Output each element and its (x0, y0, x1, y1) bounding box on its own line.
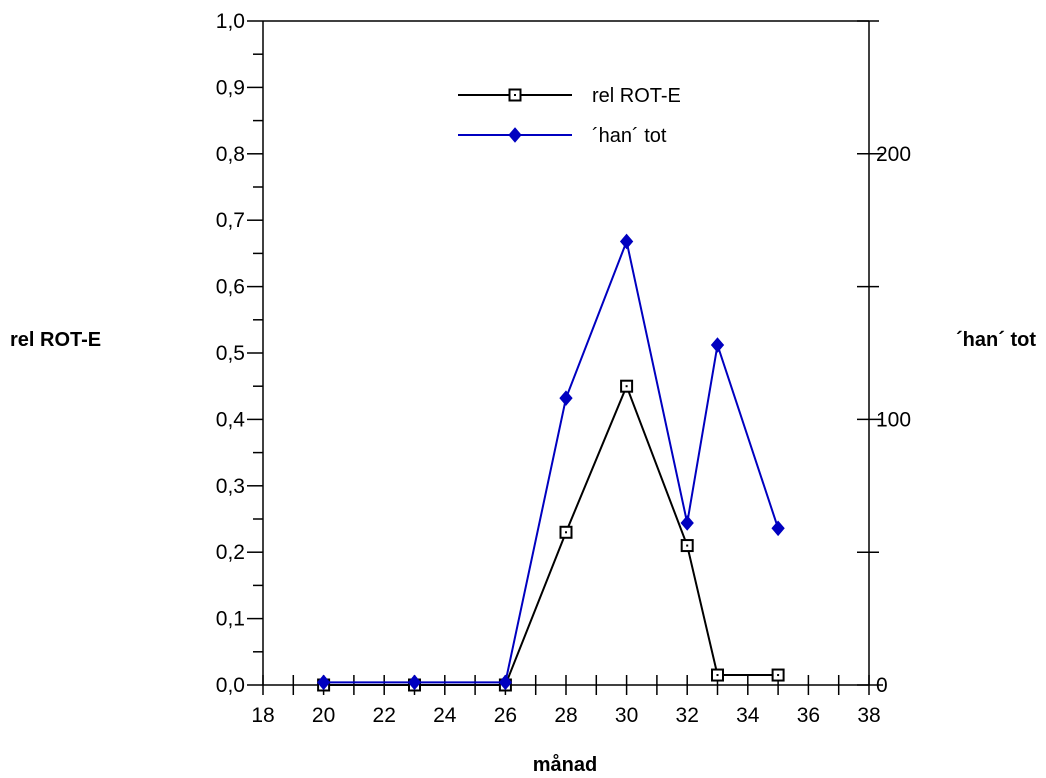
y-left-tick-label: 0,3 (216, 475, 245, 498)
y-axis-left-title: rel ROT-E (10, 329, 101, 351)
x-tick-label: 26 (494, 704, 517, 727)
series-2-point (559, 390, 573, 406)
y-left-tick-label: 0,2 (216, 541, 245, 564)
y-axis-left: 0,0 0,1 0,2 0,3 0,4 0,5 0,6 0,7 0,8 0,9 1,0 (216, 10, 263, 697)
y-left-tick-label: 0,1 (216, 608, 245, 631)
series-2-point (316, 674, 331, 691)
x-tick-label: 36 (797, 704, 820, 727)
series-2-line (323, 237, 780, 684)
x-axis-title: månad (533, 753, 597, 776)
y-left-tick-label: 0,6 (216, 276, 245, 299)
y-right-tick-label: 0 (876, 674, 888, 697)
y-right-tick-label: 100 (876, 408, 911, 431)
x-tick-label: 18 (251, 704, 274, 727)
y-left-tick-label: 0,8 (216, 143, 245, 166)
series-2-point (680, 515, 694, 531)
x-tick-label: 38 (857, 704, 880, 727)
series-1-point-center (777, 674, 780, 677)
x-tick-label: 32 (676, 704, 699, 727)
legend-marker-1-center (514, 94, 516, 96)
y-left-tick-label: 0,5 (216, 342, 245, 365)
x-tick-label: 34 (736, 704, 760, 727)
legend-label-1: rel ROT-E (592, 85, 681, 107)
series-group (316, 233, 785, 692)
legend-marker-2 (508, 127, 522, 143)
legend: rel ROT-E ´han´ tot (458, 85, 681, 147)
x-tick-label: 22 (373, 704, 396, 727)
series-1-point-center (565, 531, 567, 534)
x-tick-label: 28 (554, 704, 577, 727)
y-axis-right: 0 100 200 (857, 20, 911, 697)
x-tick-label: 20 (312, 704, 335, 727)
y-left-tick-label: 0,0 (216, 674, 245, 697)
series-2-point (710, 337, 725, 353)
series-2-point (619, 233, 634, 250)
y-left-tick-label: 1,0 (216, 10, 245, 33)
series-2-point (498, 674, 513, 691)
series-1-line (323, 383, 779, 686)
series-2-point (771, 520, 785, 537)
y-right-tick-label: 200 (876, 143, 911, 166)
series-1-point-center (625, 385, 628, 388)
y-left-tick-label: 0,9 (216, 76, 245, 99)
y-left-tick-label: 0,4 (216, 408, 246, 431)
legend-label-2: ´han´ tot (592, 125, 667, 147)
y-axis-right-title: ´han´ tot (956, 329, 1036, 351)
series-1-point-center (686, 544, 689, 547)
x-tick-label: 30 (615, 704, 638, 727)
series-1-point-center (716, 674, 719, 677)
y-left-tick-label: 0,7 (216, 209, 245, 232)
x-tick-label: 24 (433, 704, 457, 727)
plot-frame (262, 20, 870, 686)
series-2-point (407, 674, 422, 691)
